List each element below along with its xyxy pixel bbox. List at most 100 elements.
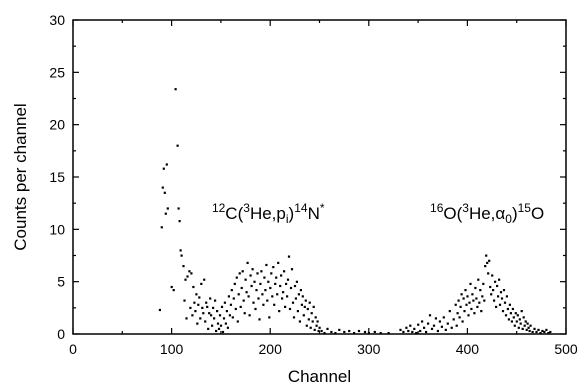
data-point — [256, 272, 259, 275]
data-point — [286, 295, 289, 298]
data-point — [312, 305, 315, 308]
data-point — [493, 299, 496, 302]
data-point — [272, 266, 275, 269]
data-point — [363, 330, 367, 334]
data-point — [505, 295, 508, 298]
data-point — [231, 316, 234, 319]
data-point — [413, 327, 416, 330]
data-point — [469, 282, 472, 285]
data-point — [509, 312, 512, 315]
data-point — [478, 301, 481, 304]
data-point — [313, 328, 316, 331]
data-point — [455, 324, 458, 327]
data-point — [206, 305, 209, 308]
data-point — [268, 316, 271, 319]
data-point — [407, 329, 410, 333]
data-point — [547, 332, 550, 335]
data-point — [519, 322, 522, 325]
data-point — [298, 320, 301, 323]
data-point — [211, 324, 214, 327]
data-point — [216, 322, 220, 325]
data-point — [162, 167, 165, 170]
data-point — [419, 329, 422, 333]
data-point — [297, 293, 300, 296]
data-point — [239, 305, 242, 308]
data-point — [166, 207, 169, 210]
data-point — [334, 332, 337, 335]
data-point — [494, 280, 497, 283]
data-points — [158, 88, 552, 335]
data-point — [486, 261, 489, 264]
data-point — [233, 282, 236, 285]
data-point — [261, 293, 264, 296]
data-point — [255, 289, 258, 292]
data-point — [464, 289, 467, 292]
x-tick-label: 300 — [357, 341, 381, 357]
data-point — [514, 312, 517, 315]
data-point — [462, 297, 465, 300]
data-point — [285, 282, 288, 285]
data-point — [163, 191, 166, 194]
data-point — [186, 275, 189, 278]
x-tick-label: 200 — [259, 341, 283, 357]
data-point — [531, 330, 534, 334]
data-point — [373, 330, 376, 334]
annotation-12c-3he-pi-14n: 12C(3He,pi)14N* — [212, 201, 325, 226]
x-tick-label: 500 — [554, 341, 578, 357]
data-point — [305, 324, 308, 327]
data-point — [468, 301, 471, 304]
data-point — [518, 318, 521, 321]
data-point — [427, 322, 430, 325]
data-point — [477, 278, 480, 281]
data-point — [277, 261, 280, 264]
data-point — [379, 332, 382, 335]
data-point — [425, 330, 428, 334]
data-point — [367, 332, 370, 335]
data-point — [448, 310, 451, 313]
data-point — [440, 325, 443, 328]
data-point — [242, 299, 245, 302]
data-point — [238, 272, 241, 275]
data-point — [290, 268, 294, 271]
data-point — [210, 314, 213, 317]
data-point — [205, 301, 208, 304]
data-point — [235, 276, 238, 279]
data-point — [293, 284, 297, 288]
data-point — [258, 318, 261, 321]
data-point — [515, 320, 518, 323]
data-point — [274, 282, 277, 285]
y-axis-label: Counts per channel — [11, 103, 30, 250]
data-point — [498, 278, 501, 281]
data-point — [307, 318, 310, 321]
data-point — [227, 295, 230, 298]
data-point — [299, 289, 302, 292]
data-point — [262, 303, 265, 306]
data-point — [485, 254, 488, 257]
y-tick-label: 20 — [49, 117, 65, 133]
data-point — [308, 301, 311, 304]
x-tick-label: 0 — [69, 341, 77, 357]
data-point — [289, 286, 293, 290]
data-point — [237, 293, 240, 296]
data-point — [170, 285, 173, 289]
data-point — [463, 310, 466, 313]
data-point — [189, 306, 192, 309]
data-point — [348, 329, 351, 333]
data-point — [508, 303, 511, 306]
data-point — [434, 317, 437, 320]
data-point — [539, 332, 542, 335]
data-point — [304, 299, 307, 302]
data-point — [244, 278, 247, 281]
data-point — [527, 326, 530, 329]
y-tick-label: 15 — [49, 169, 65, 185]
data-point — [284, 305, 287, 308]
data-point — [499, 291, 503, 294]
y-tick-label: 10 — [49, 221, 65, 237]
data-point — [473, 312, 476, 315]
y-tick-label: 25 — [49, 64, 65, 80]
data-point — [236, 320, 239, 323]
data-point — [278, 310, 281, 313]
data-point — [195, 293, 198, 296]
data-point — [423, 326, 426, 329]
data-point — [511, 307, 514, 311]
